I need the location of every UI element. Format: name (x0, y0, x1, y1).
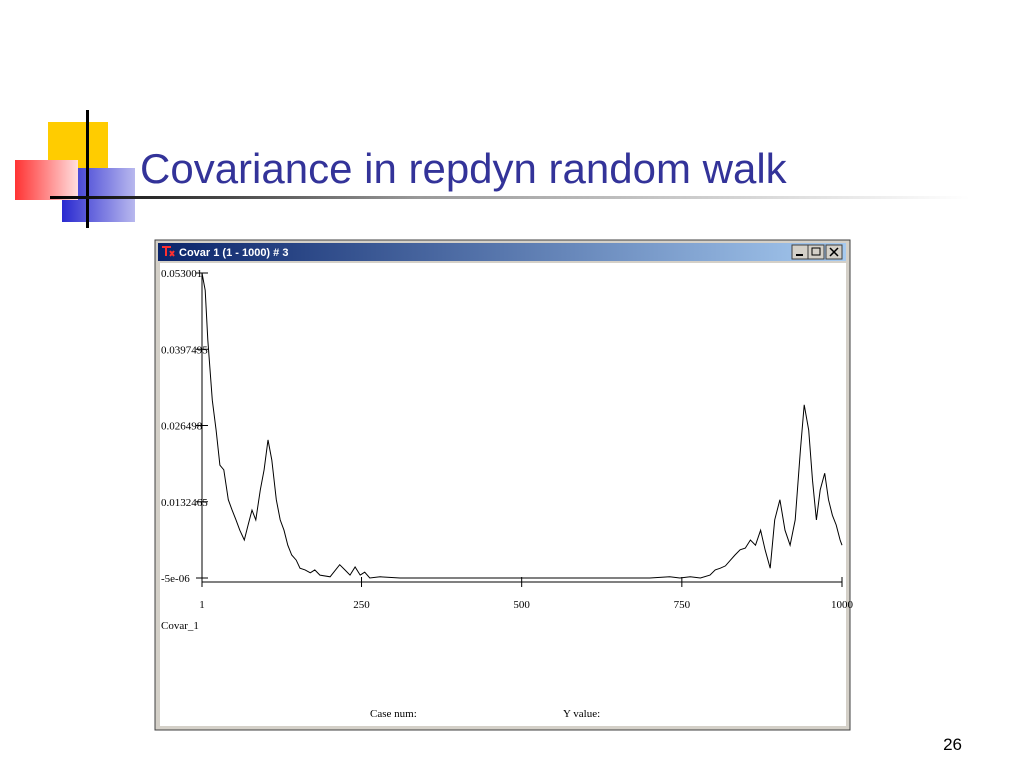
minimize-icon (796, 254, 803, 256)
status-value: Y value: (563, 708, 600, 720)
window-title: Covar 1 (1 - 1000) # 3 (179, 247, 288, 259)
plot: -5e-06 0.0132465 0.026498 0.0397495 0.053001… (161, 268, 854, 611)
y-tick-label: -5e-06 (161, 573, 190, 585)
series-label: Covar_1 (161, 620, 199, 632)
maximize-button[interactable] (807, 244, 825, 260)
y-tick-label: 0.0397495 (161, 344, 208, 356)
y-tick-label: 0.053001 (161, 268, 202, 280)
window-buttons[interactable] (791, 244, 843, 260)
slide-title: Covariance in repdyn random walk (140, 145, 788, 192)
y-tick-label: 0.026498 (161, 421, 203, 433)
title-bar (158, 243, 846, 261)
deco-vline (86, 110, 89, 228)
data-line (201, 272, 843, 579)
minimize-button[interactable] (791, 244, 809, 260)
x-tick-label: 750 (674, 599, 691, 611)
x-tick-label: 1 (199, 599, 205, 611)
close-icon (829, 247, 839, 257)
status-case: Case num: (370, 708, 417, 720)
y-tick-label: 0.0132465 (161, 497, 208, 509)
deco-hline (50, 196, 970, 199)
client-area (160, 263, 846, 726)
maximize-icon (811, 247, 821, 256)
x-tick-label: 250 (353, 599, 370, 611)
x-tick-label: 1000 (831, 599, 854, 611)
page-number: 26 (943, 735, 962, 754)
x-tick-label: 500 (513, 599, 530, 611)
deco-red (15, 160, 78, 200)
app-icon (162, 246, 175, 257)
